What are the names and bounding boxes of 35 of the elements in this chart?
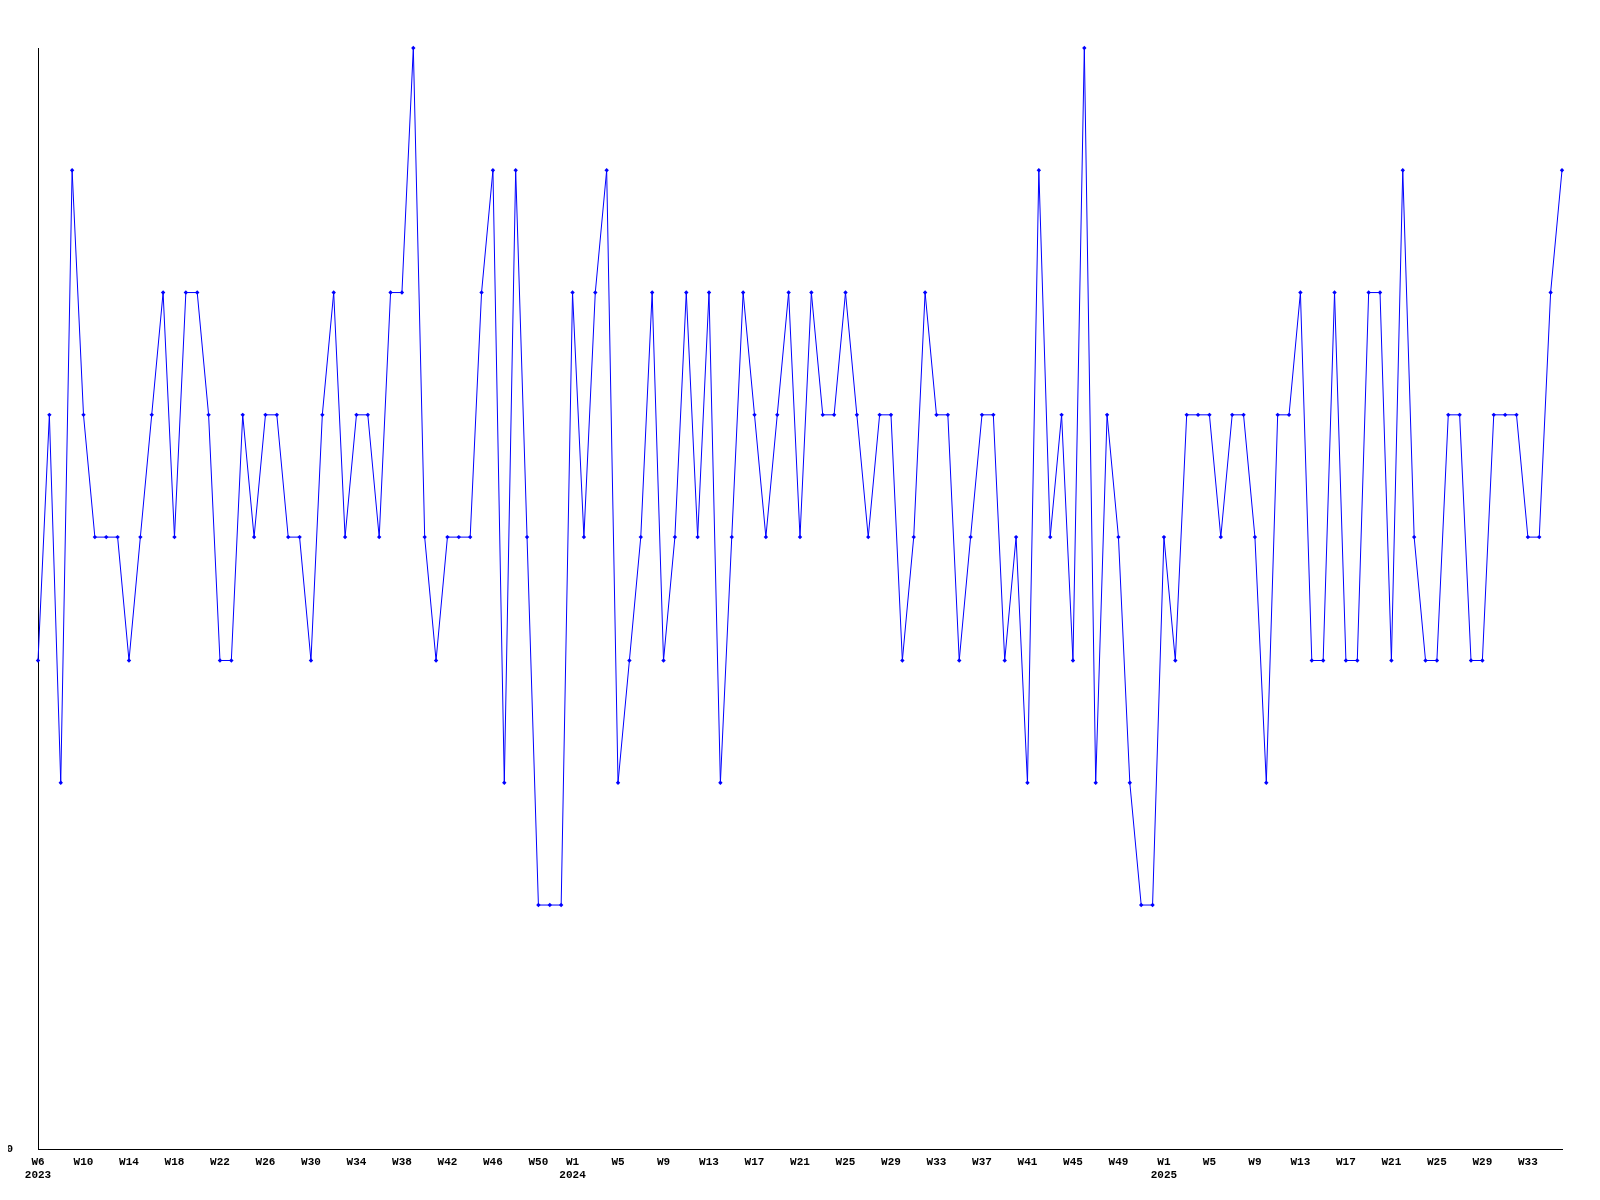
x-tick-label: W33 <box>1517 1155 1539 1168</box>
x-tick-label: W25 <box>835 1155 856 1168</box>
x-tick-label: W21 <box>1381 1155 1402 1168</box>
x-tick-label: W13 <box>699 1155 720 1168</box>
x-tick-label: W1 2025 <box>1150 1155 1178 1182</box>
x-tick-label: W45 <box>1063 1155 1084 1168</box>
x-tick-label: W17 <box>1336 1155 1356 1168</box>
x-tick-label: W1 2024 <box>559 1155 587 1182</box>
x-tick-label: W49 <box>1108 1155 1129 1168</box>
x-tick-label: W9 <box>656 1155 671 1168</box>
x-tick-label: W50 <box>528 1155 549 1168</box>
x-tick-label: W21 <box>790 1155 811 1168</box>
x-tick-label: W38 <box>392 1155 413 1168</box>
text: 0 <box>6 1143 13 1156</box>
x-tick-label: W9 <box>1248 1155 1262 1168</box>
x-tick-label: W5 <box>611 1155 626 1168</box>
x-tick-label: W33 <box>926 1155 947 1168</box>
x-tick-label: W26 <box>255 1155 276 1168</box>
x-tick-label: W34 <box>346 1155 367 1168</box>
x-tick-label: W25 <box>1426 1155 1448 1168</box>
x-tick-label: W18 <box>164 1155 185 1168</box>
x-tick-label: W29 <box>1472 1155 1493 1168</box>
x-tick-label: W30 <box>301 1155 321 1168</box>
x-tick-label: W6 2023 <box>24 1155 52 1182</box>
x-tick-label: W41 <box>1017 1155 1038 1168</box>
x-tick-label: W42 <box>437 1155 458 1168</box>
x-tick-label: W29 <box>881 1155 901 1168</box>
x-tick-label: W37 <box>972 1155 992 1168</box>
x-tick-label: W22 <box>210 1155 230 1168</box>
x-tick-label: W14 <box>119 1155 140 1168</box>
x-tick-label: W46 <box>483 1155 503 1168</box>
x-tick-label: W17 <box>744 1155 765 1168</box>
x-tick-label: W13 <box>1290 1155 1311 1168</box>
x-tick-label: W5 <box>1202 1155 1217 1168</box>
x-tick-label: W10 <box>73 1155 94 1168</box>
